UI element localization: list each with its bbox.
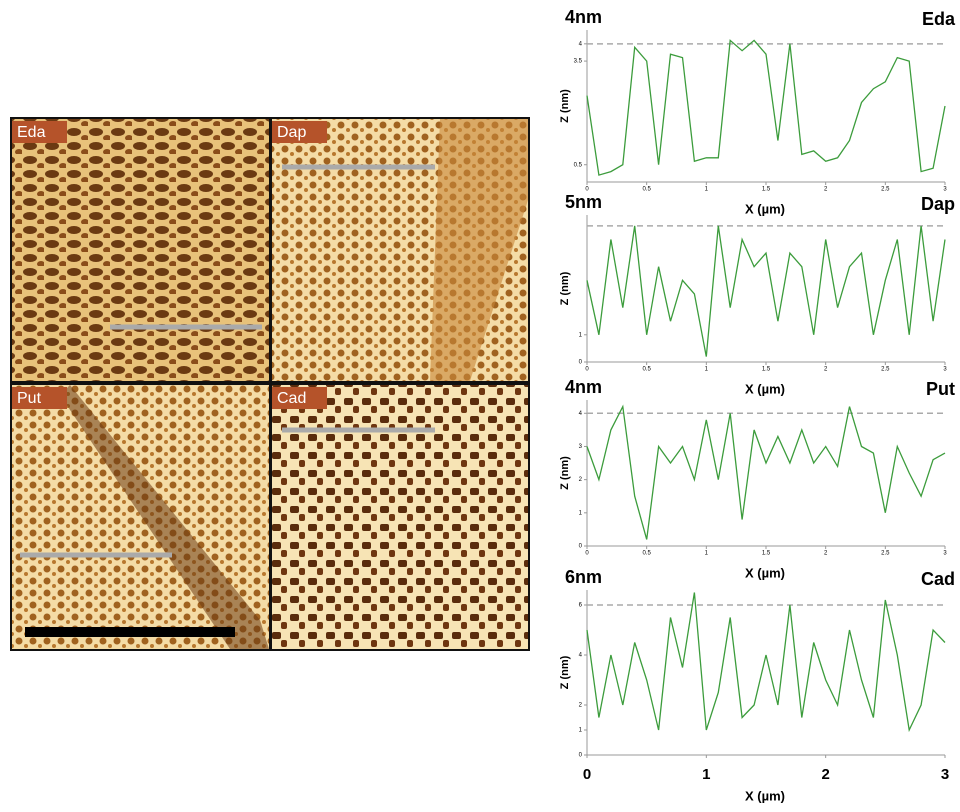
y-tick-label: 2: [579, 477, 583, 483]
y-tick-label: 0: [579, 544, 583, 550]
y-tick-label: 1: [579, 728, 583, 734]
y-axis-label: Z (nm): [559, 456, 571, 490]
x-tick-label: 0: [585, 551, 589, 557]
x-tick-label: 2.5: [881, 187, 890, 193]
y-tick-label: 4: [579, 41, 583, 47]
x-tick-label: 2: [821, 766, 829, 783]
x-tick-label: 1: [705, 551, 709, 557]
x-tick-label: 0: [583, 766, 591, 783]
sample-label: Cad: [921, 569, 955, 589]
afm-image: [12, 119, 269, 381]
x-tick-label: 3: [943, 367, 947, 373]
x-tick-label: 2: [824, 551, 828, 557]
x-tick-label: 0.5: [642, 367, 651, 373]
x-tick-label: 1: [705, 367, 709, 373]
image-label: Cad: [277, 390, 306, 407]
x-tick-label: 0.5: [642, 551, 651, 557]
image-label: Eda: [17, 124, 46, 141]
x-tick-label: 1: [705, 187, 709, 193]
y-tick-label: 3: [579, 444, 583, 450]
x-tick-label: 3: [943, 551, 947, 557]
x-axis-label: X (µm): [745, 201, 785, 216]
sample-label: Eda: [922, 9, 956, 29]
y-tick-label: 4: [579, 653, 583, 659]
label-box: [12, 121, 67, 143]
x-tick-label: 2: [824, 367, 828, 373]
chart-title: 5nm: [565, 192, 602, 212]
y-axis-label: Z (nm): [559, 271, 571, 305]
chart-title: 6nm: [565, 567, 602, 587]
y-tick-label: 6: [579, 603, 583, 609]
x-axis-label: X (µm): [745, 381, 785, 396]
label-box: [272, 387, 327, 409]
profile-line: [586, 404, 946, 540]
afm-step: [60, 385, 269, 649]
x-tick-label: 1.5: [762, 367, 771, 373]
y-tick-label: 1: [579, 510, 583, 516]
x-tick-label: 0: [585, 367, 589, 373]
x-tick-label: 0: [585, 187, 589, 193]
profile-chart: 0 0.5 1 1.5 2 2.5 3 0 1 5nm Dap X (µm) Z (nm): [559, 192, 955, 397]
x-tick-label: 1.5: [762, 187, 771, 193]
y-tick-label: 3.5: [574, 59, 583, 65]
y-tick-label: 0.5: [574, 162, 583, 168]
sample-label: Dap: [921, 194, 955, 214]
y-tick-label: 0: [579, 360, 583, 366]
y-tick-label: 4: [579, 411, 583, 417]
profile-line: [586, 39, 946, 176]
sample-label: Put: [926, 379, 955, 399]
y-tick-label: 0: [579, 753, 583, 759]
label-box: [272, 121, 327, 143]
profile-chart: 0 0.5 1 1.5 2 2.5 3 0.5 3.5 4 4nm Eda X (µm) Z (nm): [559, 7, 956, 217]
profile-line: [586, 592, 946, 733]
afm-grid: [10, 117, 530, 651]
x-tick-label: 1: [702, 766, 710, 783]
x-tick-label: 0.5: [642, 187, 651, 193]
profile-line: [586, 225, 946, 357]
y-axis-label: Z (nm): [559, 89, 571, 123]
y-axis-label: Z (nm): [559, 655, 571, 689]
scale-bar: [25, 627, 235, 637]
y-tick-label: 1: [579, 332, 583, 338]
x-axis-label: X (µm): [745, 788, 785, 803]
x-tick-label: 3: [941, 766, 949, 783]
profile-chart: 0 1 2 3 0 1 2 4 6 6nm Cad X (µm) Z (nm): [559, 567, 955, 804]
image-label: Put: [17, 390, 42, 407]
afm-image: [272, 385, 528, 649]
x-tick-label: 2.5: [881, 551, 890, 557]
chart-title: 4nm: [565, 377, 602, 397]
x-tick-label: 2: [824, 187, 828, 193]
chart-title: 4nm: [565, 7, 602, 27]
afm-step: [430, 119, 528, 381]
image-label: Dap: [277, 124, 306, 141]
x-tick-label: 1.5: [762, 551, 771, 557]
x-tick-label: 2.5: [881, 367, 890, 373]
y-tick-label: 2: [579, 703, 583, 709]
label-box: [12, 387, 67, 409]
x-tick-label: 3: [943, 187, 947, 193]
x-axis-label: X (µm): [745, 565, 785, 580]
profile-chart: 0 0.5 1 1.5 2 2.5 3 0 1 2 3 4 4nm Put X (µm) Z (nm): [559, 377, 955, 581]
